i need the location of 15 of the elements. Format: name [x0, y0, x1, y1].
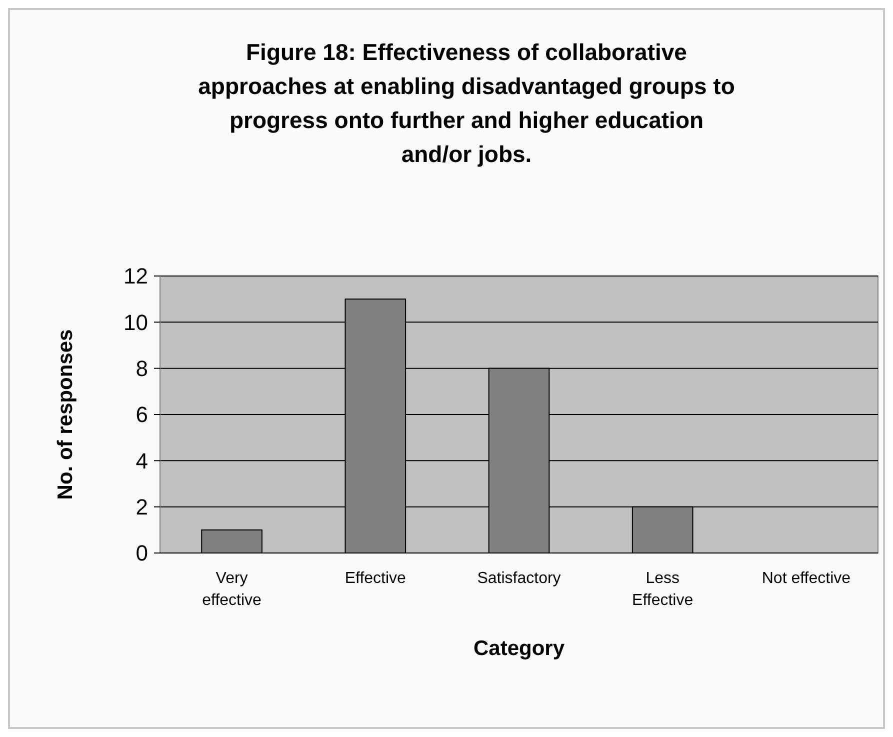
x-tick-label: Not effective: [762, 570, 851, 587]
chart-title: Figure 18: Effectiveness of collaborative approaches at enabling disadvantaged groups to progress onto further and higher education and/or jobs.: [198, 39, 735, 167]
y-tick-label: 12: [124, 264, 148, 289]
y-tick-label: 6: [136, 402, 148, 428]
x-tick-label: Very effective: [202, 570, 262, 609]
y-tick-label: 10: [124, 310, 148, 335]
y-tick-label: 2: [136, 494, 148, 520]
x-axis-title: Category: [473, 637, 565, 660]
y-axis-title: No. of responses: [54, 329, 77, 500]
x-tick-label: Less Effective: [632, 570, 694, 609]
x-tick-label: Satisfactory: [477, 570, 561, 587]
x-tick-label: Effective: [344, 570, 406, 587]
y-tick-label: 8: [136, 356, 148, 382]
y-tick-label: 0: [136, 540, 148, 566]
y-tick-label: 4: [136, 448, 148, 474]
